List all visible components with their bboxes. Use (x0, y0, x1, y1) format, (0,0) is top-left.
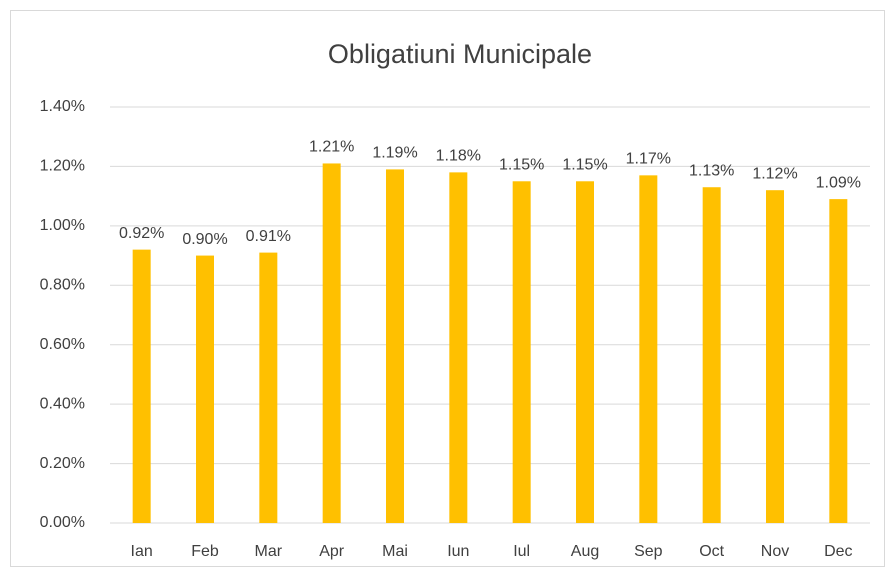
x-tick-label: Sep (634, 543, 663, 560)
y-tick-label: 1.00% (40, 217, 85, 234)
bar (132, 249, 151, 523)
data-label: 1.09% (816, 174, 861, 191)
x-tick-label: Mai (382, 543, 408, 560)
bar (196, 255, 214, 524)
bar (766, 190, 784, 523)
bar (322, 163, 341, 523)
y-tick-label: 0.80% (40, 277, 85, 294)
chart-border (10, 10, 885, 567)
data-label: 1.17% (626, 151, 671, 168)
x-tick-label: Iun (447, 543, 469, 560)
bar (386, 169, 404, 523)
bar (259, 252, 278, 523)
data-label: 1.15% (562, 157, 607, 174)
x-tick-label: Aug (571, 543, 599, 560)
y-tick-label: 1.40% (40, 98, 85, 115)
bar (829, 199, 848, 523)
data-label: 1.21% (309, 139, 354, 156)
x-tick-label: Feb (191, 543, 219, 560)
bar (639, 175, 658, 524)
y-tick-label: 0.60% (40, 336, 85, 353)
y-tick-label: 0.40% (40, 395, 85, 412)
x-tick-label: Iul (513, 543, 530, 560)
data-label: 1.18% (436, 148, 481, 165)
chart-title: Obligatiuni Municipale (328, 39, 592, 69)
data-label: 0.91% (246, 228, 291, 245)
data-label: 1.12% (752, 165, 797, 182)
x-tick-label: Apr (319, 543, 345, 560)
bar (512, 181, 531, 524)
y-tick-label: 0.00% (40, 514, 85, 531)
data-label: 0.90% (182, 231, 227, 248)
data-label: 1.19% (372, 145, 417, 162)
bar (449, 172, 468, 523)
data-label: 1.15% (499, 157, 544, 174)
x-tick-label: Ian (131, 543, 153, 560)
y-tick-label: 1.20% (40, 158, 85, 175)
x-tick-label: Oct (699, 543, 724, 560)
bar (576, 181, 594, 524)
data-label: 0.92% (119, 225, 164, 242)
bar (702, 187, 721, 523)
x-tick-label: Nov (761, 543, 789, 560)
y-tick-label: 0.20% (40, 455, 85, 472)
x-tick-label: Dec (824, 543, 852, 560)
data-label: 1.13% (689, 162, 734, 179)
x-tick-label: Mar (255, 543, 283, 560)
